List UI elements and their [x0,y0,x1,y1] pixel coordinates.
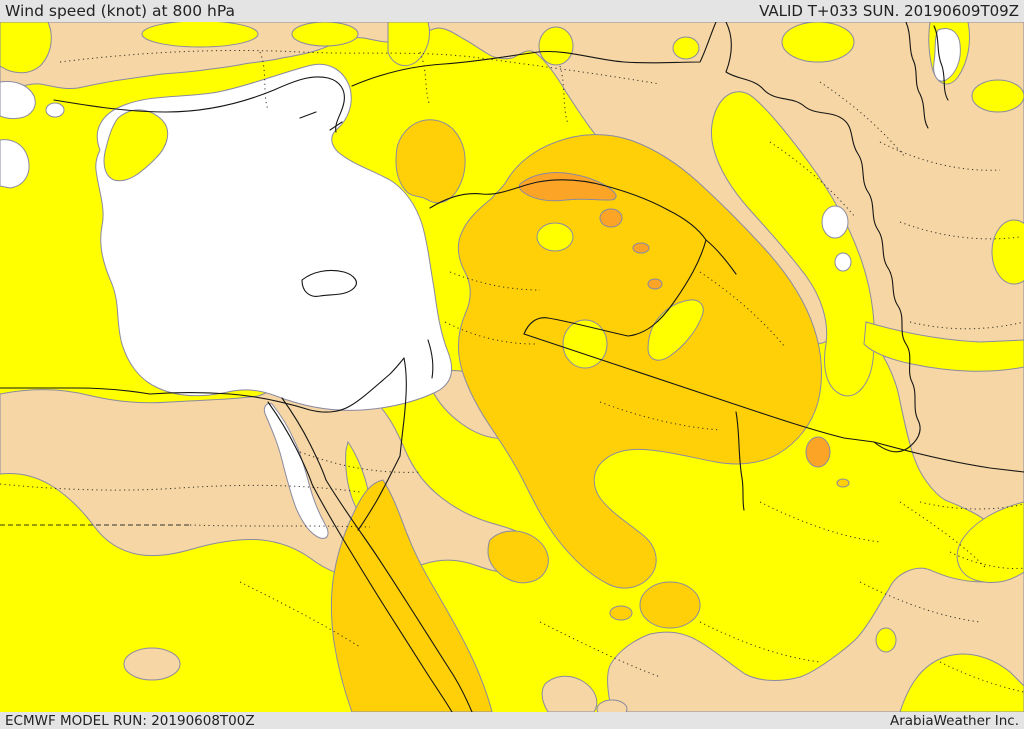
header-bar: Wind speed (knot) at 800 hPa VALID T+033… [0,0,1024,22]
map-title: Wind speed (knot) at 800 hPa [5,2,236,20]
wind-region-strongest [518,171,831,468]
wind-speed-map [0,22,1024,712]
brand-label: ArabiaWeather Inc. [889,712,1019,729]
validity-label: VALID T+033 SUN. 20190609T09Z [759,2,1019,20]
cyprus-outline [301,269,357,297]
admin-boundaries [0,49,1024,693]
wind-region-moderate-patches [0,22,1024,712]
wind-region-moderate-holes [536,222,704,369]
footer-bar: ECMWF MODEL RUN: 20190608T00Z ArabiaWeat… [0,712,1024,729]
map-canvas [0,22,1024,712]
country-borders [0,22,1024,712]
model-run-label: ECMWF MODEL RUN: 20190608T00Z [5,712,255,729]
